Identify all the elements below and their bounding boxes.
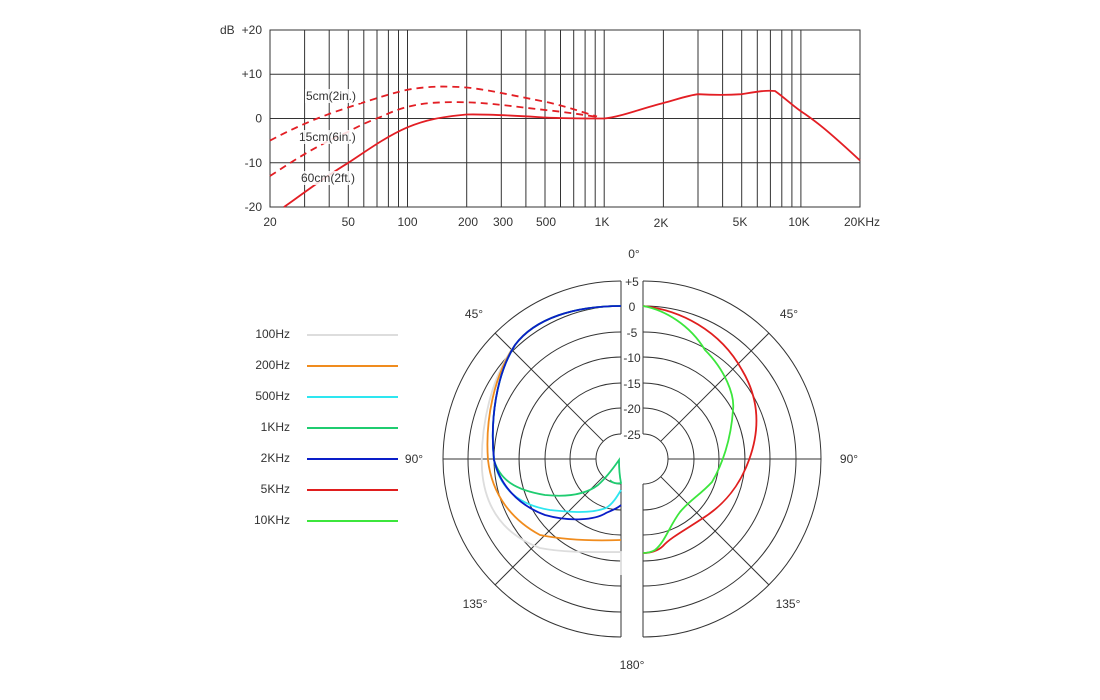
legend-item-10khz: 10KHz (240, 511, 410, 531)
x-tick: 500 (536, 215, 556, 229)
ring-label: -5 (627, 326, 638, 340)
legend-swatch (307, 458, 398, 460)
legend-label: 500Hz (255, 389, 290, 403)
freq-y-axis: dB +20 +10 0 -10 -20 (220, 23, 262, 214)
ring-label: -20 (623, 402, 641, 416)
angle-label-45-left: 45° (465, 307, 483, 321)
angle-label-45-right: 45° (780, 307, 798, 321)
angle-label-90-left: 90° (405, 452, 423, 466)
legend-label: 2KHz (260, 451, 290, 465)
legend-swatch (307, 365, 398, 367)
legend-item-1khz: 1KHz (240, 418, 410, 438)
x-tick: 300 (493, 215, 513, 229)
legend-swatch (307, 396, 398, 398)
polar-curves-left (480, 305, 623, 575)
y-tick: 0 (255, 112, 262, 126)
y-tick: -20 (245, 200, 263, 214)
legend-item-5khz: 5KHz (240, 480, 410, 500)
polar-curve-1khz (491, 305, 623, 497)
y-tick: +20 (242, 23, 263, 37)
freq-curve-labels: 5cm(2in.) 15cm(6in.) 60cm(2ft.) (298, 89, 362, 185)
polar-ring-labels: +5 0 -5 -10 -15 -20 -25 (623, 272, 641, 442)
freq-curves (269, 85, 861, 208)
legend-label: 100Hz (255, 327, 290, 341)
ring-label: -15 (623, 377, 641, 391)
legend-label: 5KHz (260, 482, 290, 496)
angle-label-90-right: 90° (840, 452, 858, 466)
legend-item-2khz: 2KHz (240, 449, 410, 469)
ring-label: +5 (625, 275, 639, 289)
y-tick: -10 (245, 156, 263, 170)
y-tick: +10 (242, 67, 263, 81)
x-tick: 1K (595, 215, 610, 229)
curve-60cm (283, 89, 861, 208)
x-tick: 2K (654, 216, 669, 230)
legend-label: 200Hz (255, 358, 290, 372)
legend-label: 10KHz (253, 513, 290, 527)
curve-label-15cm: 15cm(6in.) (299, 130, 356, 144)
legend-swatch (307, 427, 398, 429)
angle-label-0: 0° (628, 247, 640, 261)
polar-grid-left (442, 280, 622, 638)
x-tick: 10K (788, 215, 809, 229)
curve-label-60cm: 60cm(2ft.) (301, 171, 355, 185)
angle-label-135-left: 135° (463, 597, 488, 611)
angle-label-180: 180° (620, 658, 645, 672)
legend-item-200hz: 200Hz (240, 356, 410, 376)
freq-x-axis: 20 50 100 200 300 500 1K 2K 5K 10K 20KHz (263, 215, 880, 230)
x-tick: 100 (397, 215, 417, 229)
legend-item-500hz: 500Hz (240, 387, 410, 407)
angle-label-135-right: 135° (776, 597, 801, 611)
polar-curve-10khz (642, 305, 735, 554)
polar-curves-right (642, 305, 758, 554)
x-tick: 5K (733, 215, 748, 229)
legend-swatch (307, 489, 398, 491)
polar-curve-100hz (480, 305, 622, 575)
polar-grid-right (642, 280, 822, 638)
legend-swatch (307, 334, 398, 336)
polar-curve-5khz (642, 305, 758, 554)
ring-label: 0 (629, 300, 636, 314)
polar-chart: +5 0 -5 -10 -15 -20 -25 0° 45° 45° 90° 9… (405, 247, 858, 672)
ring-label: -25 (623, 428, 641, 442)
polar-curve-2khz (491, 305, 622, 521)
legend-label: 1KHz (260, 420, 290, 434)
curve-label-5cm: 5cm(2in.) (306, 89, 356, 103)
ring-label: -10 (623, 351, 641, 365)
polar-angle-labels: 0° 45° 45° 90° 90° 135° 135° 180° (405, 247, 858, 672)
x-tick: 50 (342, 215, 356, 229)
x-tick: 20KHz (844, 215, 880, 229)
frequency-response-chart: dB +20 +10 0 -10 -20 20 50 100 200 300 5… (220, 23, 880, 230)
curve-5cm (269, 85, 598, 142)
x-tick: 200 (458, 215, 478, 229)
legend-swatch (307, 520, 398, 522)
y-unit-label: dB (220, 23, 235, 37)
legend-item-100hz: 100Hz (240, 325, 410, 345)
x-tick: 20 (263, 215, 277, 229)
